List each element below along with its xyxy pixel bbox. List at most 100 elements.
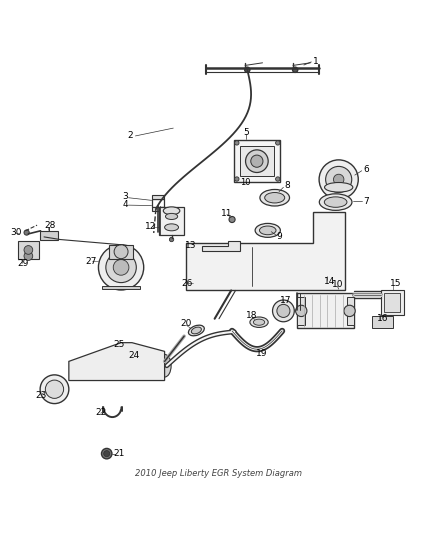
Circle shape <box>193 278 203 288</box>
Ellipse shape <box>253 319 265 325</box>
Circle shape <box>276 177 280 181</box>
Text: 22: 22 <box>95 408 106 417</box>
Bar <box>305 246 339 276</box>
Circle shape <box>24 246 33 254</box>
Text: 21: 21 <box>114 449 125 458</box>
Ellipse shape <box>255 223 280 237</box>
Text: 27: 27 <box>85 257 96 266</box>
Circle shape <box>24 230 29 235</box>
Text: 12: 12 <box>145 222 156 231</box>
Text: 10: 10 <box>240 179 251 188</box>
Ellipse shape <box>269 259 295 274</box>
Text: 5: 5 <box>243 128 249 137</box>
Circle shape <box>40 375 69 403</box>
Text: 13: 13 <box>185 241 196 250</box>
Circle shape <box>99 245 144 290</box>
Circle shape <box>333 174 344 184</box>
Circle shape <box>293 67 298 72</box>
Circle shape <box>296 305 307 317</box>
Text: 10: 10 <box>332 280 344 289</box>
Circle shape <box>170 237 174 241</box>
Text: 19: 19 <box>256 349 268 358</box>
Circle shape <box>245 67 250 72</box>
Bar <box>152 199 164 207</box>
Circle shape <box>131 359 139 367</box>
Text: 17: 17 <box>280 296 291 305</box>
Circle shape <box>325 166 352 192</box>
Circle shape <box>106 252 136 282</box>
Circle shape <box>319 160 358 199</box>
Ellipse shape <box>325 182 353 192</box>
Circle shape <box>246 150 268 173</box>
Circle shape <box>102 448 112 459</box>
Text: 24: 24 <box>128 351 140 360</box>
Text: 30: 30 <box>10 228 21 237</box>
Text: 7: 7 <box>364 197 369 206</box>
Ellipse shape <box>319 194 352 211</box>
Ellipse shape <box>324 197 347 207</box>
Circle shape <box>251 155 263 167</box>
Ellipse shape <box>201 254 242 279</box>
Ellipse shape <box>166 213 178 220</box>
Circle shape <box>104 450 110 457</box>
Ellipse shape <box>191 327 201 334</box>
Circle shape <box>46 380 64 398</box>
Polygon shape <box>201 241 240 251</box>
Circle shape <box>113 260 129 275</box>
Bar <box>234 140 280 182</box>
Text: 6: 6 <box>364 165 369 174</box>
Circle shape <box>277 304 290 318</box>
Circle shape <box>101 353 127 379</box>
Text: 15: 15 <box>390 279 401 288</box>
Circle shape <box>229 216 235 223</box>
Text: 4: 4 <box>122 200 128 209</box>
Text: 1: 1 <box>313 56 318 66</box>
Ellipse shape <box>163 207 180 215</box>
Bar <box>159 207 184 235</box>
Circle shape <box>276 141 280 145</box>
Ellipse shape <box>259 226 276 235</box>
Text: 8: 8 <box>284 181 290 190</box>
Ellipse shape <box>188 325 204 336</box>
Text: 26: 26 <box>182 279 193 287</box>
Bar <box>252 247 306 286</box>
Ellipse shape <box>77 362 89 379</box>
Text: 2: 2 <box>127 132 133 140</box>
Circle shape <box>272 300 294 322</box>
Bar <box>152 207 164 211</box>
Bar <box>372 316 393 328</box>
Text: 23: 23 <box>35 391 47 400</box>
Bar <box>384 293 400 312</box>
Bar <box>346 297 354 325</box>
Bar <box>297 294 354 328</box>
Bar <box>152 195 164 199</box>
Text: 25: 25 <box>114 341 125 349</box>
Circle shape <box>235 141 239 145</box>
Text: 2010 Jeep Liberty EGR System Diagram: 2010 Jeep Liberty EGR System Diagram <box>135 469 303 478</box>
Ellipse shape <box>264 255 300 278</box>
Text: 9: 9 <box>276 231 282 240</box>
Bar <box>381 290 403 315</box>
Bar <box>193 247 250 286</box>
Bar <box>40 231 58 240</box>
Bar <box>110 245 133 259</box>
Text: 18: 18 <box>246 311 258 320</box>
Circle shape <box>344 305 355 317</box>
Text: 29: 29 <box>17 260 28 269</box>
Circle shape <box>195 280 201 286</box>
Ellipse shape <box>165 224 179 231</box>
Ellipse shape <box>260 189 290 206</box>
Bar <box>297 297 305 325</box>
Ellipse shape <box>250 317 268 327</box>
Polygon shape <box>69 343 165 381</box>
Text: 20: 20 <box>181 319 192 328</box>
Text: 16: 16 <box>377 314 388 323</box>
Polygon shape <box>102 286 140 289</box>
Bar <box>18 241 39 259</box>
Ellipse shape <box>206 258 236 275</box>
Ellipse shape <box>265 192 285 203</box>
Bar <box>240 147 274 176</box>
Bar <box>123 346 134 353</box>
Circle shape <box>24 252 33 261</box>
Ellipse shape <box>158 354 171 377</box>
